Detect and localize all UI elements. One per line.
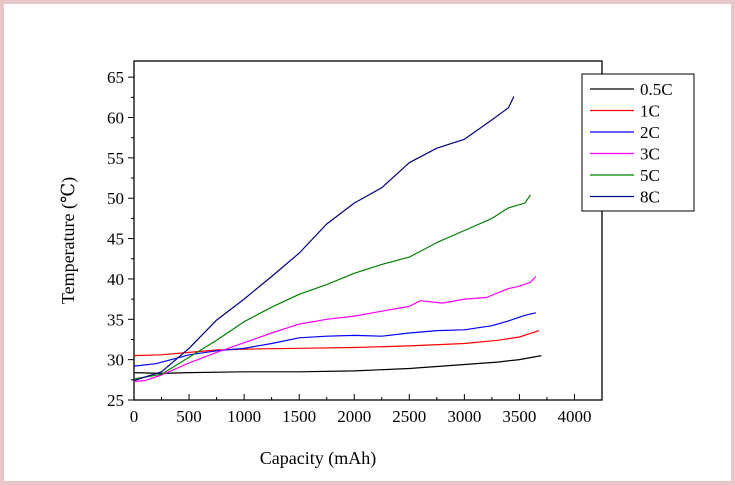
y-tick-label: 25 [107,391,124,410]
x-tick-label: 2500 [392,407,426,426]
y-tick-label: 40 [107,270,124,289]
x-tick-label: 2000 [337,407,371,426]
legend: 0.5C 1C 2C 3C 5C 8C [581,73,695,212]
x-tick-label: 0 [130,407,139,426]
plot-area [133,96,542,382]
y-tick-label: 45 [107,230,124,249]
plot-border [133,60,603,401]
temperature-capacity-chart: 0 500 1000 1500 2000 2500 3000 3500 4000 25 30 35 40… [58,60,695,469]
series-line-5C [133,194,531,380]
series-line-0.5C [133,355,542,374]
legend-box [581,73,695,212]
legend-label: 1C [640,102,660,121]
x-tick-label: 4000 [557,407,591,426]
x-tick-label: 500 [176,407,202,426]
x-tick-label: 3000 [447,407,481,426]
axes: 0 500 1000 1500 2000 2500 3000 3500 4000 25 30 35 40… [107,60,603,426]
x-tick-label: 1500 [282,407,316,426]
y-tick-label: 50 [107,189,124,208]
legend-label: 2C [640,123,660,142]
x-tick-label: 3500 [502,407,536,426]
x-axis-label: Capacity (mAh) [260,448,376,469]
x-tick-label: 1000 [227,407,261,426]
y-tick-label: 55 [107,149,124,168]
chart-frame: 0 500 1000 1500 2000 2500 3000 3500 4000 25 30 35 40… [4,4,731,481]
y-axis-label: Temperature (℃) [58,177,79,304]
legend-label: 5C [640,166,660,185]
y-tick-label: 35 [107,310,124,329]
series-line-2C [133,312,537,367]
legend-label: 8C [640,188,660,207]
series-line-8C [133,96,515,382]
y-tick-label: 60 [107,109,124,128]
series-line-3C [133,276,537,382]
legend-label: 0.5C [640,80,673,99]
y-tick-label: 30 [107,351,124,370]
legend-label: 3C [640,145,660,164]
y-tick-label: 65 [107,68,124,87]
